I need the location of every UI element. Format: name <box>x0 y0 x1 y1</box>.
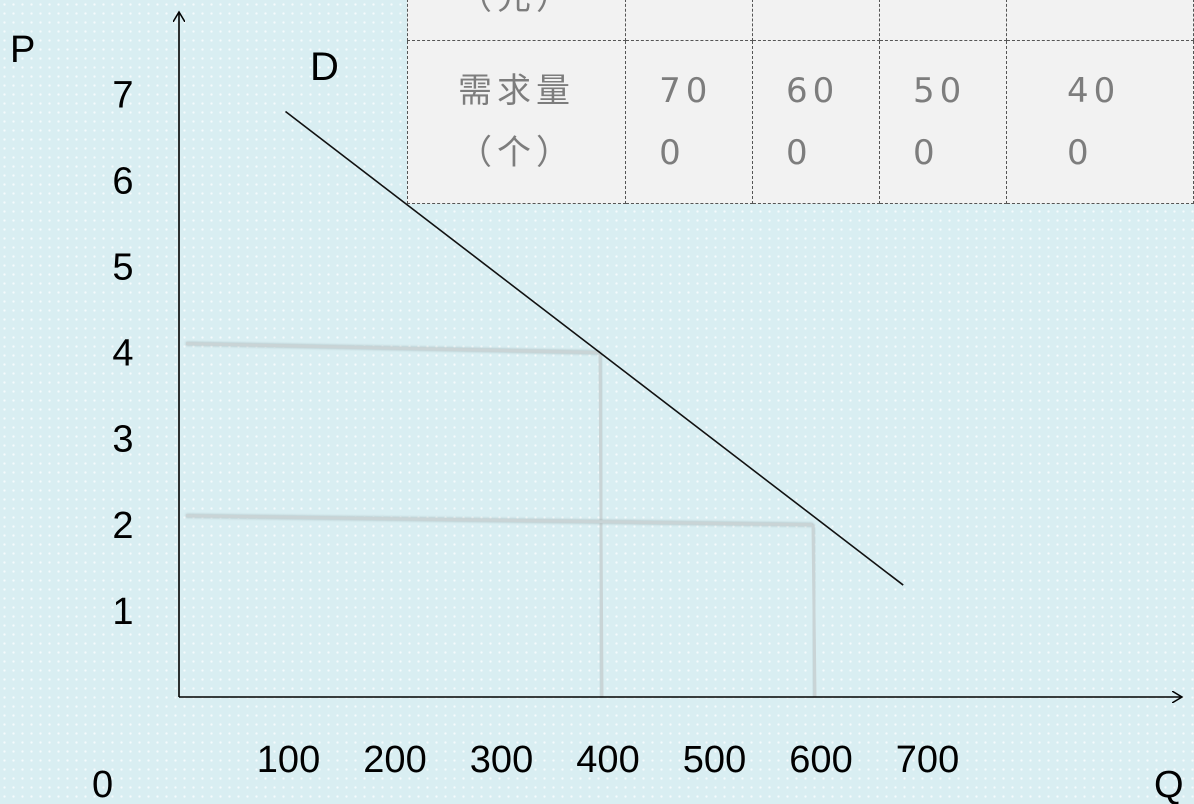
y-tick-labels: 1 2 3 4 5 6 7 <box>112 74 133 633</box>
y-tick-label: 4 <box>112 333 133 375</box>
x-tick-label: 500 <box>683 739 746 781</box>
quantity-cell: 400 <box>1006 40 1194 204</box>
x-axis-label: Q <box>1154 764 1184 804</box>
x-tick-labels: 100 200 300 400 500 600 700 <box>257 739 959 781</box>
quantity-cell: 700 <box>625 40 754 204</box>
origin-label: 0 <box>92 764 113 804</box>
y-tick-label: 2 <box>112 505 133 547</box>
guide-line <box>185 341 601 355</box>
quantity-value: 500 <box>913 71 967 173</box>
price-cell <box>752 0 881 41</box>
x-tick-label: 200 <box>363 739 426 781</box>
price-header-cell: （元） <box>406 0 627 41</box>
y-tick-label: 7 <box>112 74 133 116</box>
x-tick-label: 100 <box>257 739 320 781</box>
guide-line <box>598 352 604 698</box>
demand-curve <box>285 110 904 586</box>
guide-line <box>811 524 817 698</box>
guide-lines <box>185 341 817 698</box>
quantity-value: 700 <box>659 71 713 173</box>
quantity-header-cell: 需求量（个） <box>406 40 627 204</box>
x-tick-label: 700 <box>896 739 959 781</box>
y-tick-label: 1 <box>112 591 133 633</box>
guide-line <box>185 513 814 527</box>
quantity-cell: 600 <box>752 40 881 204</box>
quantity-value: 600 <box>786 71 840 173</box>
y-tick-label: 3 <box>112 419 133 461</box>
quantity-row: 需求量（个） 700 600 500 400 <box>406 40 1194 204</box>
price-row: （元） <box>406 0 1194 41</box>
y-tick-label: 5 <box>112 247 133 289</box>
price-cell <box>879 0 1007 41</box>
y-axis-label: P <box>10 29 35 71</box>
x-tick-label: 300 <box>470 739 533 781</box>
quantity-cell: 500 <box>879 40 1007 204</box>
x-tick-label: 400 <box>576 739 639 781</box>
quantity-header: 需求量（个） <box>458 71 576 173</box>
price-header: （元） <box>458 0 575 18</box>
demand-schedule-table: （元） 需求量（个） 700 600 500 400 <box>406 0 1194 204</box>
quantity-value: 400 <box>1067 71 1121 173</box>
price-cell <box>625 0 754 41</box>
demand-curve-label: D <box>310 45 339 89</box>
x-tick-label: 600 <box>789 739 852 781</box>
price-cell <box>1006 0 1194 41</box>
y-tick-label: 6 <box>112 160 133 202</box>
